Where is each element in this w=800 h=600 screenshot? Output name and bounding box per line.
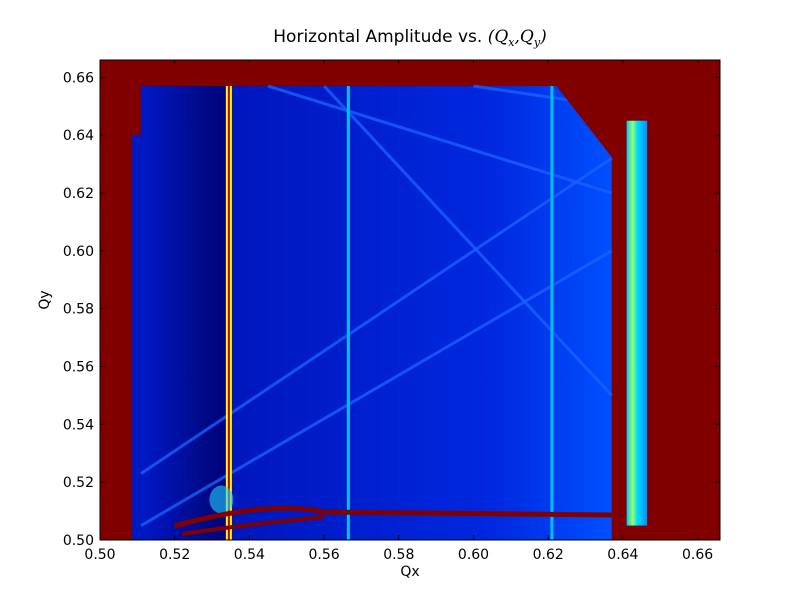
x-axis-label: Qx bbox=[400, 564, 419, 580]
resonance-diagonal bbox=[267, 84, 613, 195]
resonance-diagonal bbox=[322, 85, 613, 397]
y-tick-label: 0.50 bbox=[63, 533, 94, 549]
corner-cut bbox=[555, 85, 613, 159]
resonance-diagonal bbox=[140, 249, 613, 527]
x-tick-label: 0.56 bbox=[309, 547, 340, 563]
resonance-vertical-core bbox=[227, 86, 230, 540]
y-tick-label: 0.62 bbox=[63, 186, 94, 202]
y-tick-label: 0.54 bbox=[63, 417, 94, 433]
plot-area bbox=[100, 60, 720, 540]
y-tick-label: 0.64 bbox=[63, 128, 94, 144]
dark-band bbox=[141, 86, 227, 540]
y-tick-label: 0.66 bbox=[63, 70, 94, 86]
x-tick-label: 0.62 bbox=[533, 547, 564, 563]
x-tick-label: 0.60 bbox=[458, 547, 489, 563]
unstable-band-lower bbox=[181, 514, 325, 536]
stable-left-strip bbox=[131, 135, 142, 540]
x-tick-label: 0.50 bbox=[84, 547, 115, 563]
resonance-vertical bbox=[550, 86, 554, 540]
plot-frame bbox=[99, 59, 721, 541]
unstable-band bbox=[174, 505, 612, 529]
y-tick-label: 0.56 bbox=[63, 360, 94, 376]
y-tick-label: 0.60 bbox=[63, 244, 94, 260]
y-axis-label: Qy bbox=[37, 290, 53, 309]
y-tick-label: 0.58 bbox=[63, 302, 94, 318]
chart-title: Horizontal Amplitude vs. (Qx,Qy) bbox=[273, 27, 546, 49]
resonance-diagonal bbox=[140, 157, 613, 475]
right-strip bbox=[626, 120, 648, 526]
x-tick-label: 0.66 bbox=[682, 547, 713, 563]
x-tick-label: 0.64 bbox=[607, 547, 638, 563]
hot-spot bbox=[209, 485, 234, 514]
x-tick-label: 0.58 bbox=[383, 547, 414, 563]
x-tick-label: 0.52 bbox=[159, 547, 190, 563]
y-tick-label: 0.52 bbox=[63, 475, 94, 491]
x-tick-label: 0.54 bbox=[234, 547, 265, 563]
resonance-vertical bbox=[346, 86, 350, 540]
